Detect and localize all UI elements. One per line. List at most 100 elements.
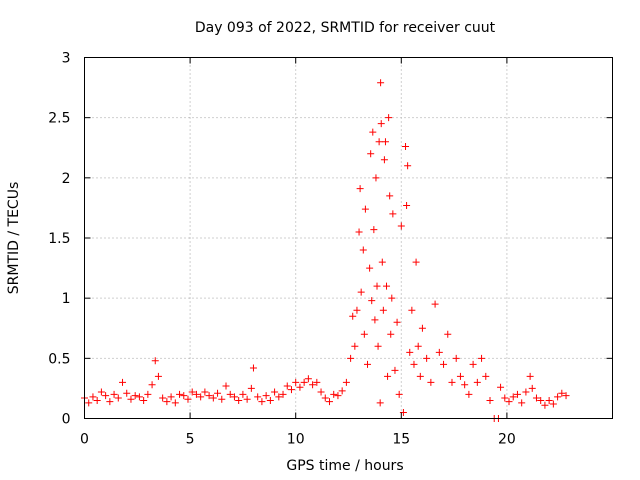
data-point bbox=[377, 79, 385, 87]
data-point bbox=[369, 128, 377, 136]
data-point bbox=[423, 354, 431, 362]
data-point bbox=[148, 381, 156, 389]
data-point bbox=[254, 393, 262, 401]
data-point bbox=[364, 360, 372, 368]
data-point bbox=[351, 342, 359, 350]
grid-lines bbox=[84, 57, 613, 419]
data-point bbox=[154, 372, 162, 380]
data-point bbox=[163, 398, 171, 406]
data-point bbox=[188, 388, 196, 396]
data-point bbox=[505, 398, 513, 406]
data-point bbox=[526, 372, 534, 380]
data-point bbox=[359, 246, 367, 254]
data-point bbox=[226, 390, 234, 398]
data-point bbox=[114, 394, 122, 402]
x-tick-label: 15 bbox=[392, 432, 410, 448]
data-point bbox=[366, 264, 374, 272]
data-point bbox=[110, 390, 118, 398]
data-point bbox=[262, 392, 270, 400]
data-point bbox=[408, 306, 416, 314]
data-point bbox=[357, 288, 365, 296]
data-point bbox=[89, 393, 97, 401]
axis-ticks bbox=[84, 57, 613, 419]
data-point bbox=[469, 360, 477, 368]
data-point bbox=[395, 390, 403, 398]
x-tick-label: 5 bbox=[186, 432, 195, 448]
data-point bbox=[427, 378, 435, 386]
data-point bbox=[403, 202, 411, 210]
data-point bbox=[461, 381, 469, 389]
x-tick-label: 0 bbox=[80, 432, 89, 448]
y-tick-label: 1 bbox=[62, 291, 71, 307]
data-point bbox=[296, 383, 304, 391]
data-point bbox=[119, 378, 127, 386]
data-point bbox=[249, 364, 257, 372]
data-point bbox=[230, 393, 238, 401]
data-point bbox=[418, 324, 426, 332]
data-point bbox=[541, 401, 549, 409]
data-point bbox=[342, 378, 350, 386]
chart-title: Day 093 of 2022, SRMTID for receiver cuu… bbox=[195, 20, 496, 36]
data-point bbox=[522, 388, 530, 396]
data-point bbox=[243, 395, 251, 403]
data-point bbox=[379, 306, 387, 314]
data-point bbox=[402, 143, 410, 151]
data-point bbox=[388, 294, 396, 302]
data-point bbox=[93, 396, 101, 404]
data-point bbox=[300, 378, 308, 386]
data-point bbox=[361, 205, 369, 213]
y-tick-label: 0 bbox=[62, 412, 71, 428]
x-axis-label: GPS time / hours bbox=[286, 458, 403, 474]
y-tick-label: 2 bbox=[62, 171, 71, 187]
data-point bbox=[384, 372, 392, 380]
data-point bbox=[271, 388, 279, 396]
data-point bbox=[410, 360, 418, 368]
data-point bbox=[558, 389, 566, 397]
data-point bbox=[486, 396, 494, 404]
data-point bbox=[159, 394, 167, 402]
data-point bbox=[444, 330, 452, 338]
data-point bbox=[304, 375, 312, 383]
data-point bbox=[127, 395, 135, 403]
data-point bbox=[501, 394, 509, 402]
data-point bbox=[416, 372, 424, 380]
data-point bbox=[465, 390, 473, 398]
data-point bbox=[218, 395, 226, 403]
data-point bbox=[97, 388, 105, 396]
data-point bbox=[313, 378, 321, 386]
data-point bbox=[330, 390, 338, 398]
data-point bbox=[167, 393, 175, 401]
data-point bbox=[528, 384, 536, 392]
data-point bbox=[377, 120, 385, 128]
data-point bbox=[258, 398, 266, 406]
data-point bbox=[360, 330, 368, 338]
data-point bbox=[371, 316, 379, 324]
data-point bbox=[192, 390, 200, 398]
data-point bbox=[184, 395, 192, 403]
data-point bbox=[513, 390, 521, 398]
data-point bbox=[562, 392, 570, 400]
data-point bbox=[176, 390, 184, 398]
data-point bbox=[321, 394, 329, 402]
data-point bbox=[385, 114, 393, 122]
data-point bbox=[387, 330, 395, 338]
data-point bbox=[545, 396, 553, 404]
data-point bbox=[404, 162, 412, 170]
data-point bbox=[338, 387, 346, 395]
data-point bbox=[509, 393, 517, 401]
data-point bbox=[431, 300, 439, 308]
x-tick-label: 10 bbox=[287, 432, 305, 448]
data-point bbox=[393, 318, 401, 326]
data-point bbox=[356, 185, 364, 193]
data-point bbox=[180, 392, 188, 400]
data-point bbox=[372, 174, 380, 182]
data-point bbox=[135, 393, 143, 401]
y-tick-label: 1.5 bbox=[48, 231, 70, 247]
data-point bbox=[370, 226, 378, 234]
data-point bbox=[386, 192, 394, 200]
data-point bbox=[367, 150, 375, 158]
data-point bbox=[368, 297, 376, 305]
data-point bbox=[287, 386, 295, 394]
data-point bbox=[85, 399, 93, 407]
y-tick-label: 0.5 bbox=[48, 351, 70, 367]
